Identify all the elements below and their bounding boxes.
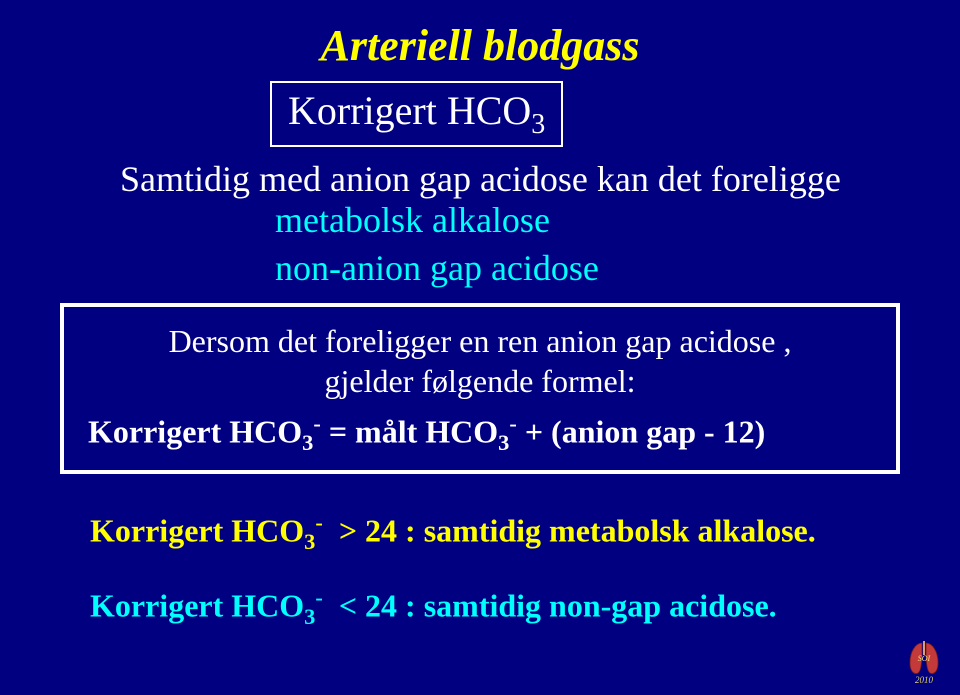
lungs-icon: SOI bbox=[904, 641, 944, 677]
formula-premise-2: gjelder følgende formel: bbox=[84, 361, 876, 401]
logo-year: 2010 bbox=[904, 675, 944, 685]
formula-premise-1: Dersom det foreligger en ren anion gap a… bbox=[84, 321, 876, 361]
result-alkalose: Korrigert HCO3- > 24 : samtidig metabols… bbox=[90, 510, 910, 555]
intro-line-1: Samtidig med anion gap acidose kan det f… bbox=[120, 159, 910, 200]
slide: Arteriell blodgass Korrigert HCO3 Samtid… bbox=[0, 0, 960, 695]
intro-line-3: non-anion gap acidose bbox=[275, 248, 910, 289]
subtitle-box: Korrigert HCO3 bbox=[270, 81, 563, 147]
logo-text: SOI bbox=[918, 654, 931, 663]
result-acidose: Korrigert HCO3- < 24 : samtidig non-gap … bbox=[90, 585, 910, 630]
slide-title: Arteriell blodgass bbox=[50, 20, 910, 71]
lungs-logo: SOI 2010 bbox=[904, 641, 944, 685]
formula-box: Dersom det foreligger en ren anion gap a… bbox=[60, 303, 900, 474]
intro-line-2: metabolsk alkalose bbox=[275, 200, 910, 241]
formula-main: Korrigert HCO3- = målt HCO3- + (anion ga… bbox=[88, 411, 876, 456]
